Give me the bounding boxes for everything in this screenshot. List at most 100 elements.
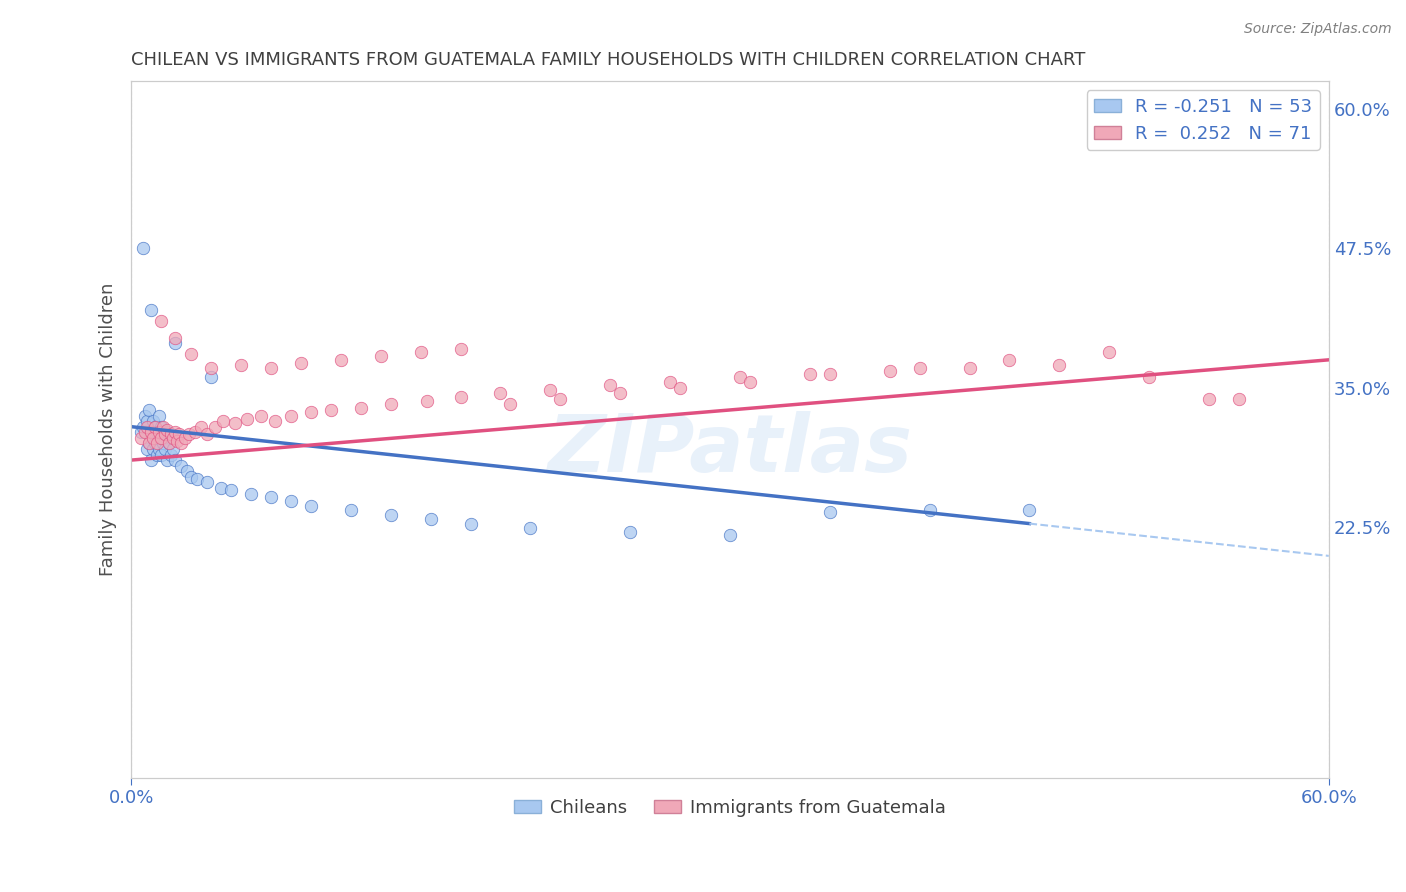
Point [280,409,302,423]
Point [129,425,152,440]
Point [299,499,322,513]
Point [879,364,901,378]
Point [619,525,641,540]
Point [264,414,287,428]
Point [141,453,163,467]
Point [170,458,193,473]
Text: CHILEAN VS IMMIGRANTS FROM GUATEMALA FAMILY HOUSEHOLDS WITH CHILDREN CORRELATION: CHILEAN VS IMMIGRANTS FROM GUATEMALA FAM… [131,51,1085,69]
Point [150,419,173,434]
Point [599,378,621,392]
Point [138,403,160,417]
Point [166,434,188,449]
Point [153,427,176,442]
Point [134,425,156,440]
Point [142,431,165,445]
Point [550,392,572,406]
Point [156,425,179,440]
Point [143,419,166,434]
Point [165,330,187,344]
Point [146,436,169,450]
Point [200,360,222,375]
Point [290,356,312,370]
Point [138,436,160,450]
Point [156,423,179,437]
Point [818,368,841,382]
Point [350,401,373,415]
Point [918,503,941,517]
Point [152,431,174,445]
Point [195,475,218,490]
Point [186,472,208,486]
Point [190,419,212,434]
Point [1198,392,1220,406]
Point [142,442,165,456]
Point [148,425,170,440]
Point [165,336,187,351]
Point [370,350,392,364]
Point [209,481,232,495]
Point [229,359,252,373]
Point [959,360,981,375]
Point [280,494,302,508]
Point [153,442,176,456]
Point [380,397,402,411]
Point [129,431,152,445]
Point [141,302,163,317]
Point [150,448,173,462]
Point [450,390,472,404]
Point [339,503,361,517]
Point [156,453,179,467]
Point [148,442,170,456]
Point [143,419,166,434]
Point [260,360,283,375]
Point [489,386,512,401]
Point [728,369,751,384]
Y-axis label: Family Households with Children: Family Households with Children [100,283,117,576]
Point [150,314,173,328]
Point [1098,345,1121,359]
Point [380,508,402,522]
Point [136,419,159,434]
Point [162,442,184,456]
Point [167,427,190,442]
Point [136,442,159,456]
Point [799,368,821,382]
Point [260,490,283,504]
Point [146,425,169,440]
Point [170,436,193,450]
Point [148,409,170,423]
Point [659,375,682,389]
Point [195,427,218,442]
Point [299,405,322,419]
Point [319,403,342,417]
Point [165,453,187,467]
Point [219,483,242,498]
Point [143,436,166,450]
Point [419,512,441,526]
Point [204,419,226,434]
Point [738,375,761,389]
Point [160,448,183,462]
Point [499,397,522,411]
Point [718,527,741,541]
Point [818,505,841,519]
Point [1047,359,1070,373]
Point [152,419,174,434]
Point [1018,503,1040,517]
Point [174,431,197,445]
Point [150,431,173,445]
Point [165,425,187,440]
Point [240,486,263,500]
Point [224,417,246,431]
Point [200,369,222,384]
Point [157,436,180,450]
Point [138,436,160,450]
Point [1137,369,1160,384]
Point [142,414,165,428]
Point [157,436,180,450]
Point [180,470,202,484]
Point [236,412,259,426]
Point [136,414,159,428]
Point [409,345,432,359]
Point [415,394,437,409]
